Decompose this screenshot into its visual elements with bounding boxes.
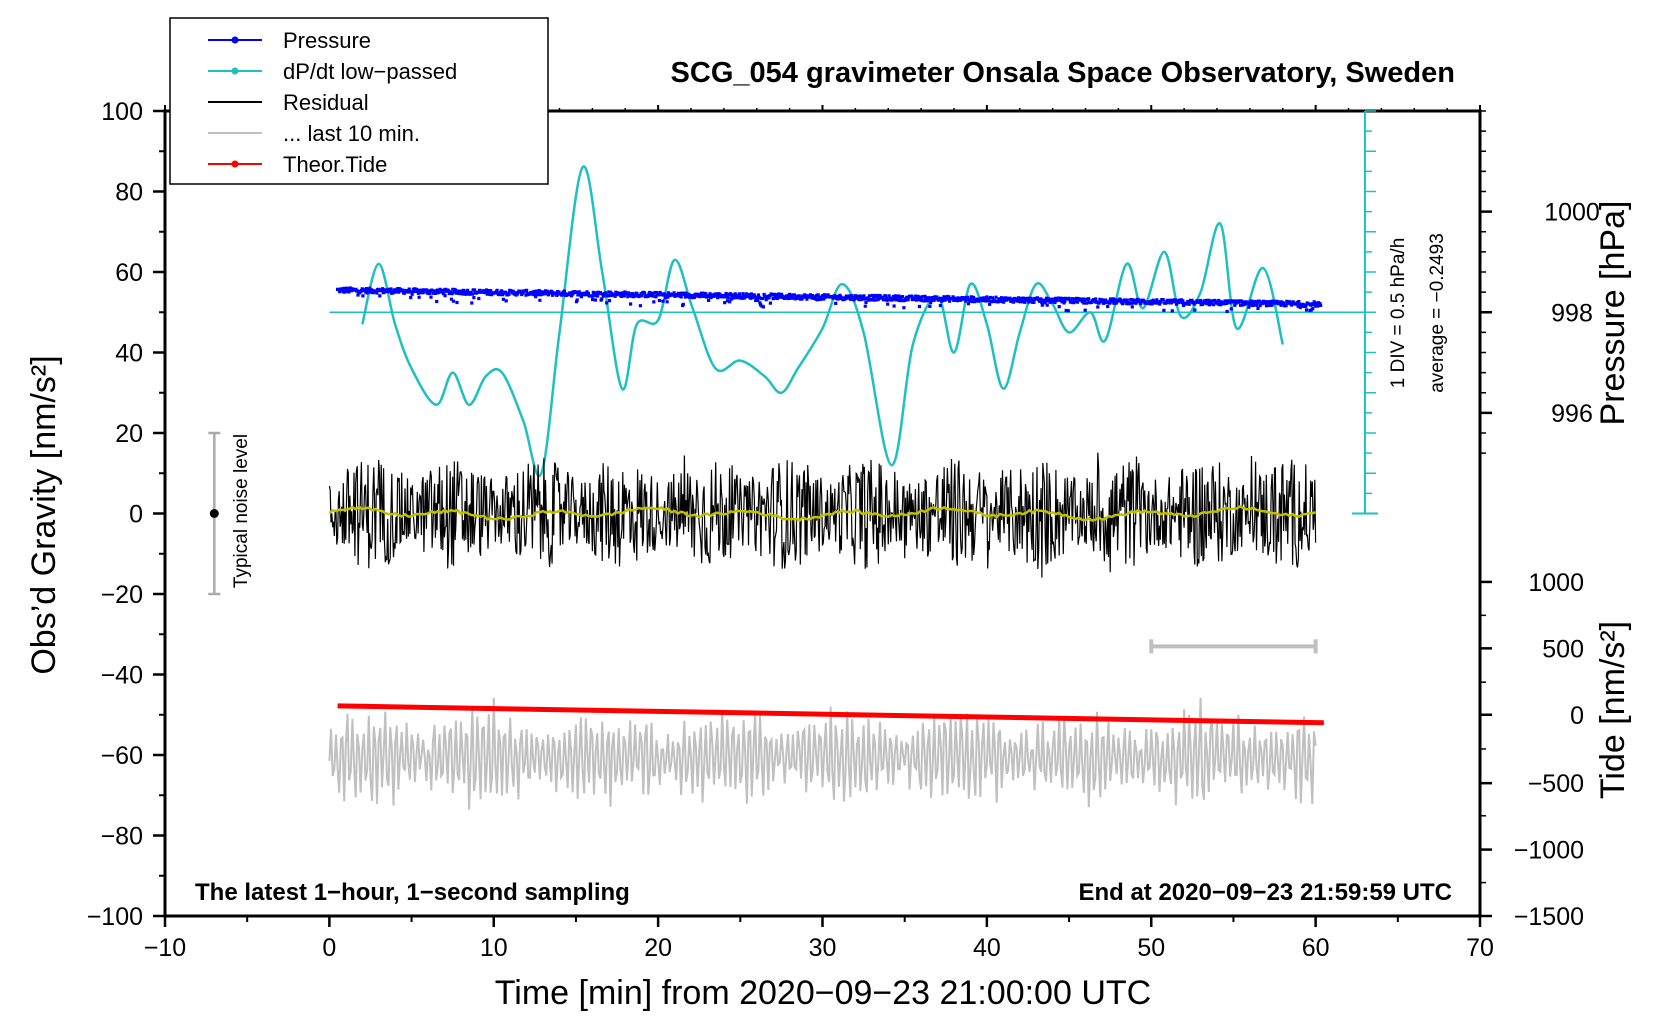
noise-level-bar: Typical noise level: [208, 431, 252, 596]
dpdt-line: [361, 165, 1285, 478]
legend-label: Residual: [283, 90, 369, 115]
y-tick-label: −20: [101, 581, 143, 609]
x-tick-label: 50: [1137, 934, 1165, 962]
legend-label: dP/dt low−passed: [283, 59, 457, 84]
tide-tick-label: 1000: [1528, 569, 1584, 597]
y-tick-label: 100: [101, 98, 143, 126]
x-tick-label: 70: [1466, 934, 1494, 962]
y-tick-label: 40: [115, 340, 143, 368]
x-axis-title: Time [min] from 2020−09−23 21:00:00 UTC: [495, 974, 1151, 1012]
data-traces: [328, 165, 1365, 810]
x-tick-label: 30: [809, 934, 837, 962]
theor-tide-line: [337, 703, 1324, 726]
legend: Pressure dP/dt low−passed Residual ... last…: [169, 17, 549, 185]
y-axis-title-pressure: Pressure [hPa]: [1594, 201, 1632, 426]
scale-average: average = −0.2493: [1427, 233, 1448, 393]
y-tick-label: −40: [101, 662, 143, 690]
tide-tick-label: −1500: [1514, 903, 1584, 931]
legend-marker: [231, 36, 239, 44]
legend-label: Theor.Tide: [283, 152, 387, 177]
y-axis-gravity: −100 −80 −60 −40 −20 0 20 40 60 80 100: [87, 98, 165, 931]
y-tick-label: −60: [101, 742, 143, 770]
y-tick-label: −80: [101, 823, 143, 851]
tide-tick-label: 0: [1570, 702, 1584, 730]
x-tick-label: 40: [973, 934, 1001, 962]
y-tick-label: 80: [115, 179, 143, 207]
pressure-tick-label: 1000: [1544, 199, 1600, 227]
dpdt-scale-bar: 1 DIV = 0.5 hPa/h average = −0.2493: [1351, 110, 1448, 515]
x-axis-title-reference: 2020−09−23 21:00:00 UTC: [739, 974, 1151, 1012]
residual-line: [328, 452, 1317, 578]
pressure-tick-label: 996: [1551, 400, 1593, 428]
x-tick-label: 10: [480, 934, 508, 962]
y-axis-title-tide: Tide [nm/s²]: [1594, 621, 1632, 799]
chart-title: SCG_054 gravimeter Onsala Space Observat…: [671, 57, 1455, 89]
pressure-tick-label: 998: [1551, 299, 1593, 327]
x-tick-label: 20: [644, 934, 672, 962]
tide-tick-label: −1000: [1514, 837, 1584, 865]
noise-center-dot: [209, 509, 219, 518]
last-10-min-line: [328, 697, 1317, 810]
legend-items: Pressure dP/dt low−passed Residual ... last…: [208, 28, 457, 177]
y-tick-label: 20: [115, 420, 143, 448]
residual-smoothed-line: [328, 504, 1316, 522]
y-axis-pressure: 996 998 1000: [1480, 110, 1600, 454]
note-end-time: End at 2020−09−23 21:59:59 UTC: [1078, 879, 1452, 906]
y-tick-label: 0: [129, 501, 143, 529]
x-axis-title-prefix: Time [min] from: [495, 974, 739, 1012]
y-tick-label: −100: [87, 903, 143, 931]
note-sampling: The latest 1−hour, 1−second sampling: [195, 879, 630, 906]
legend-marker: [231, 67, 239, 75]
legend-label: ... last 10 min.: [283, 121, 420, 146]
tide-tick-label: −500: [1528, 770, 1584, 798]
legend-label: Pressure: [283, 28, 371, 53]
x-tick-label: 60: [1302, 934, 1330, 962]
legend-marker: [231, 160, 239, 168]
y-tick-label: 60: [115, 259, 143, 287]
x-tick-label: 0: [322, 934, 336, 962]
y-axis-title-gravity: Obs’d Gravity [nm/s²]: [25, 355, 63, 674]
noise-label: Typical noise level: [231, 434, 252, 588]
tide-tick-label: 500: [1542, 635, 1584, 663]
pressure-points: [336, 286, 1323, 314]
y-axis-tide: 1000 500 0 −500 −1000 −1500: [1480, 569, 1584, 931]
x-tick-label: −10: [144, 934, 186, 962]
scale-label: 1 DIV = 0.5 hPa/h: [1388, 238, 1409, 389]
